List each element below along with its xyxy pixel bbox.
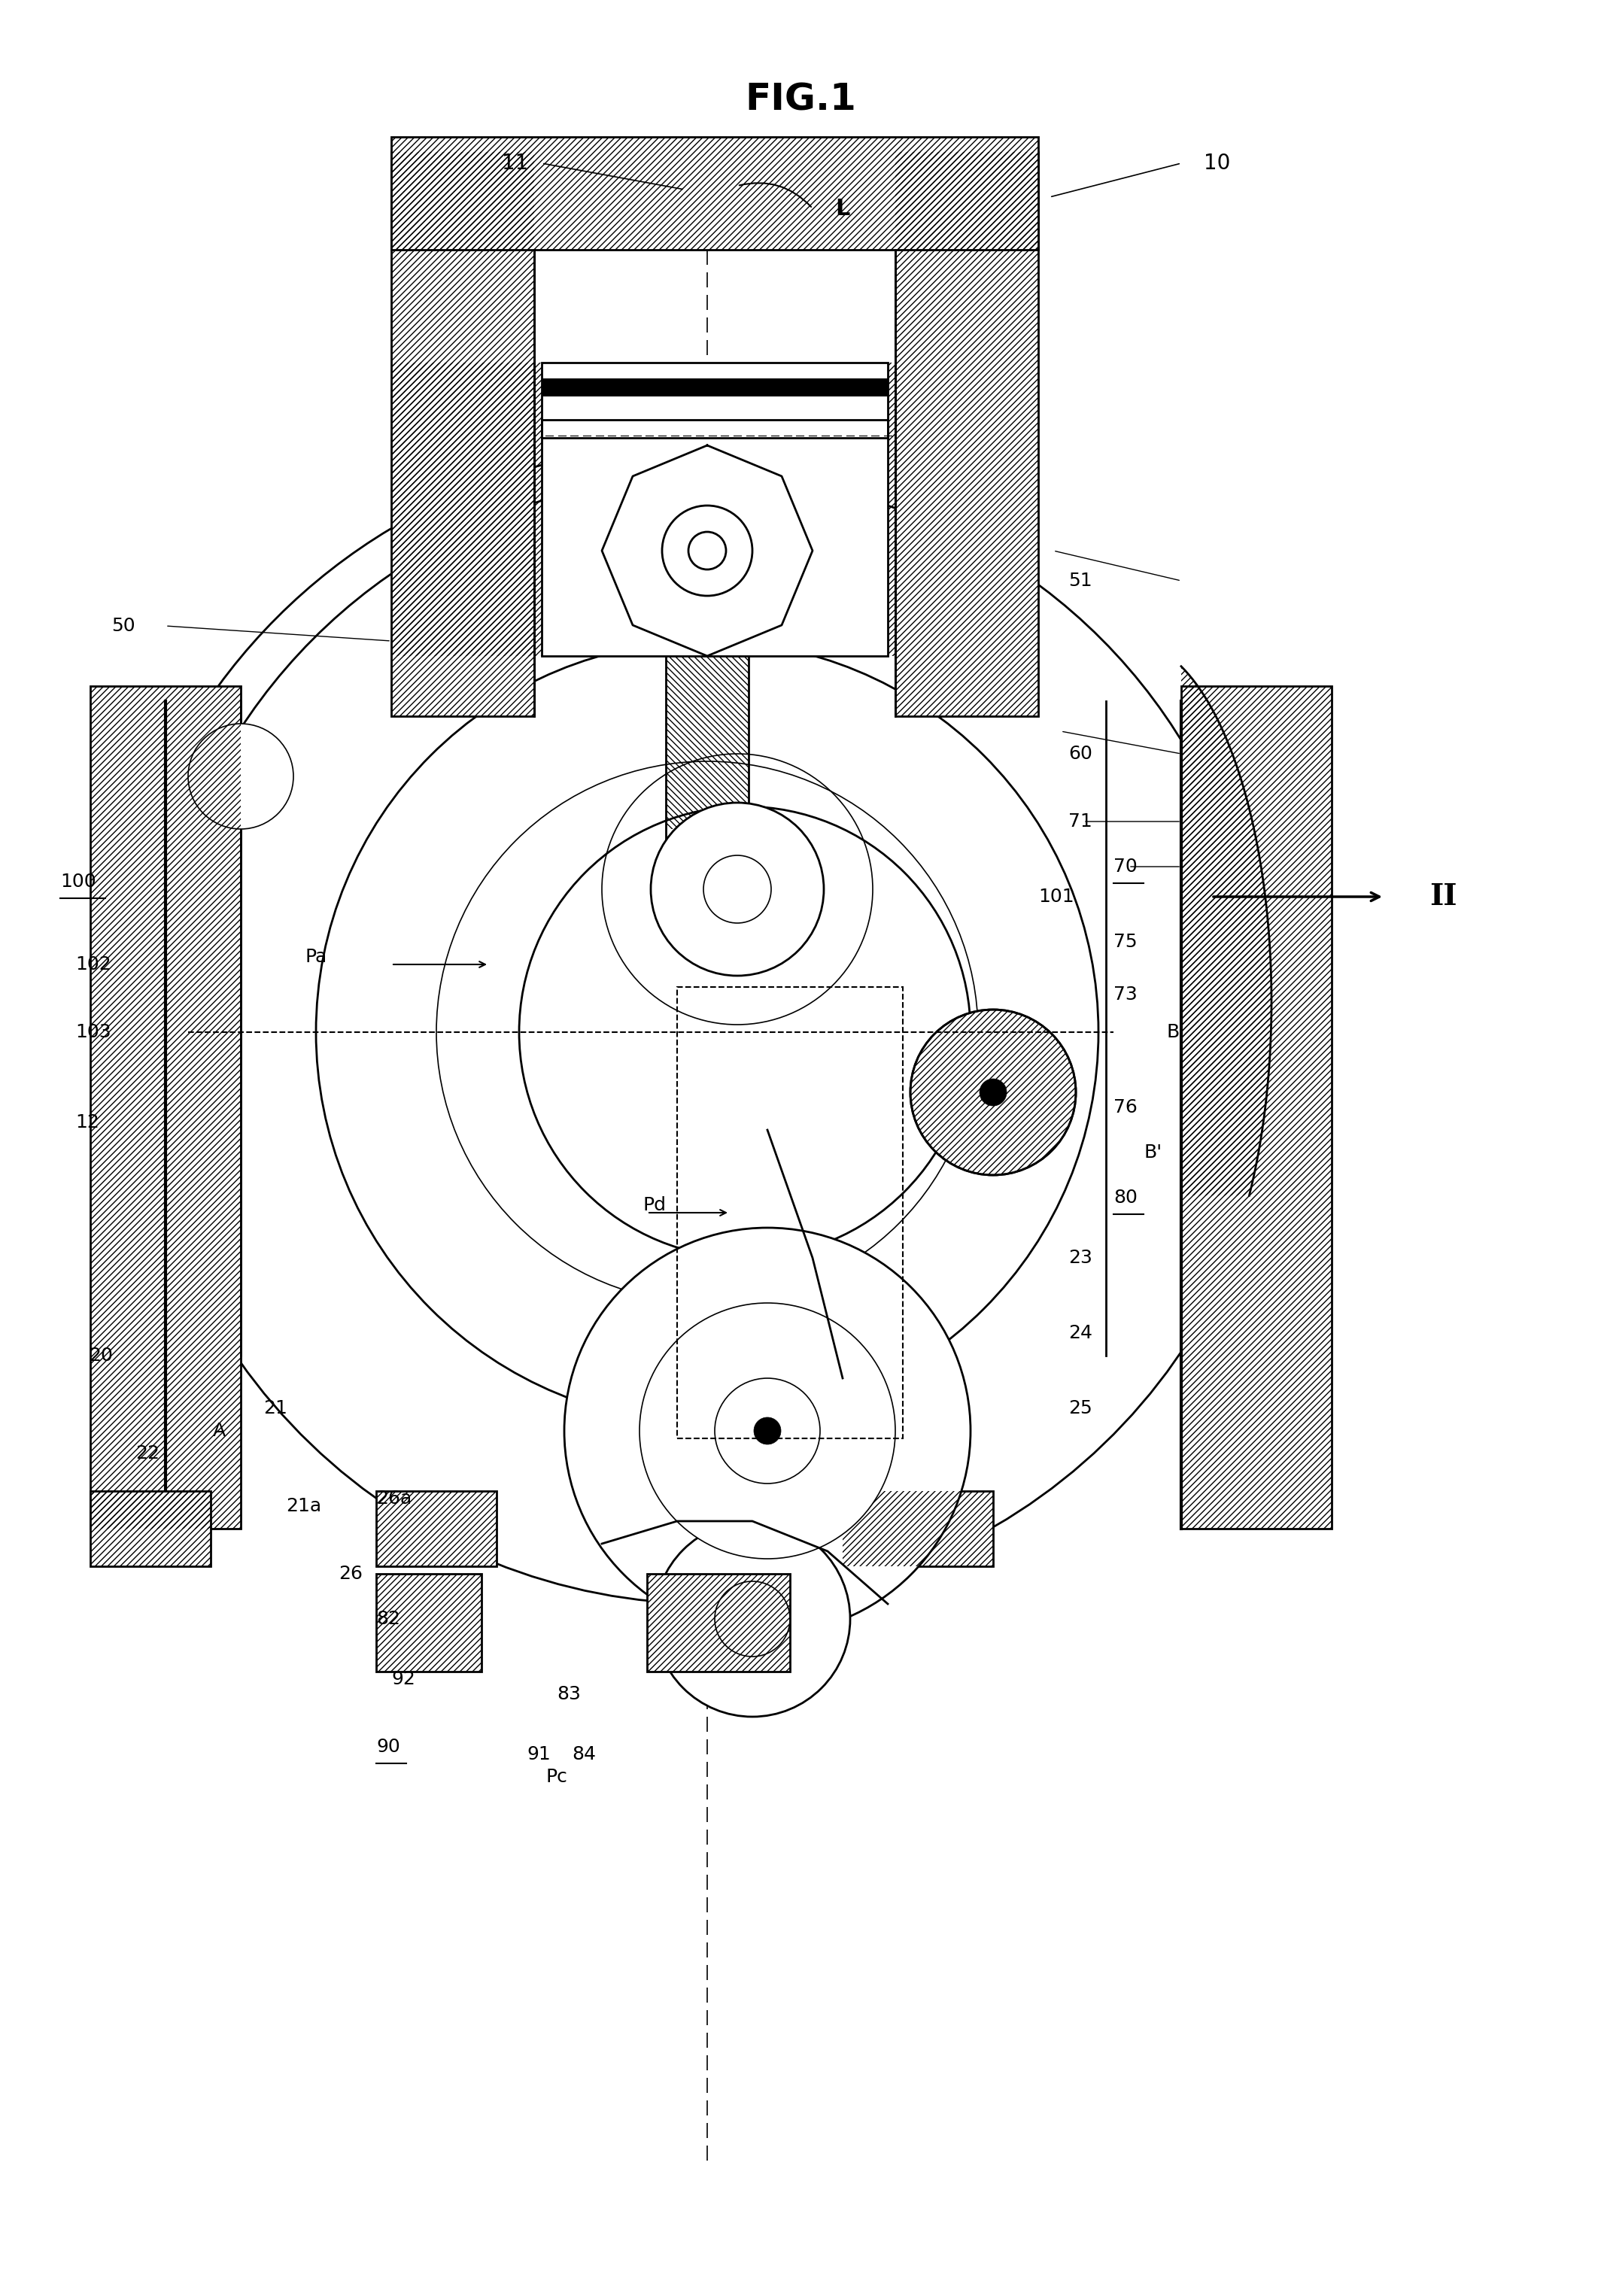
Text: 90: 90 — [376, 1738, 400, 1756]
Bar — [1182, 687, 1332, 1529]
Text: 76: 76 — [1113, 1097, 1137, 1116]
Text: 24: 24 — [1068, 1325, 1092, 1343]
Bar — [391, 138, 1037, 250]
Circle shape — [437, 762, 978, 1302]
Text: 21: 21 — [263, 1398, 287, 1417]
Text: 22: 22 — [136, 1444, 160, 1463]
Text: 84: 84 — [572, 1745, 596, 1763]
Text: 12: 12 — [75, 1114, 99, 1132]
Text: Pc: Pc — [546, 1768, 568, 1786]
Circle shape — [315, 641, 1098, 1424]
Bar — [90, 687, 240, 1529]
Text: 26a: 26a — [376, 1490, 411, 1508]
Bar — [391, 138, 1037, 250]
Text: 11: 11 — [503, 154, 528, 174]
Text: 80: 80 — [1113, 1189, 1137, 1208]
Bar — [376, 1573, 482, 1671]
Text: Pa: Pa — [304, 948, 327, 967]
Text: 23: 23 — [1068, 1249, 1092, 1267]
Text: 75: 75 — [1113, 932, 1137, 951]
Text: 25: 25 — [1068, 1398, 1092, 1417]
Text: 60: 60 — [1068, 744, 1092, 762]
Text: 51: 51 — [1068, 572, 1092, 590]
Text: 101: 101 — [1037, 889, 1074, 905]
Text: 102: 102 — [75, 955, 110, 974]
Text: 20: 20 — [90, 1348, 112, 1364]
Text: 10: 10 — [1204, 154, 1231, 174]
Bar — [376, 1573, 482, 1671]
Text: 92: 92 — [391, 1669, 415, 1688]
Text: 83: 83 — [557, 1685, 581, 1704]
Circle shape — [650, 804, 825, 976]
Text: B: B — [1166, 1024, 1178, 1040]
Text: 82: 82 — [376, 1609, 400, 1628]
Bar — [391, 152, 535, 716]
Bar — [90, 1490, 211, 1566]
Bar — [541, 420, 889, 439]
Bar — [647, 1573, 789, 1671]
Text: 103: 103 — [75, 1024, 110, 1040]
Bar — [391, 363, 541, 657]
Bar — [90, 687, 240, 1529]
Bar — [677, 987, 903, 1437]
Circle shape — [655, 1522, 850, 1717]
Text: 100: 100 — [61, 872, 96, 891]
Circle shape — [663, 505, 752, 597]
Bar — [895, 152, 1037, 716]
Text: FIG.1: FIG.1 — [744, 80, 857, 117]
Bar — [376, 1490, 496, 1566]
Bar — [889, 363, 895, 657]
Circle shape — [187, 723, 293, 829]
Circle shape — [564, 1228, 970, 1635]
Bar — [541, 363, 889, 657]
Text: Pd: Pd — [644, 1196, 666, 1215]
Text: 26: 26 — [338, 1566, 363, 1582]
Bar — [647, 1573, 789, 1671]
Text: A: A — [213, 1421, 226, 1440]
Bar — [376, 1490, 496, 1566]
Bar — [895, 152, 1037, 716]
Text: 71: 71 — [1068, 813, 1092, 831]
Circle shape — [911, 1010, 1076, 1176]
Bar — [541, 379, 889, 397]
Bar — [842, 1490, 993, 1566]
Bar — [666, 551, 749, 829]
Circle shape — [754, 1417, 781, 1444]
Text: 50: 50 — [112, 618, 136, 636]
Text: 91: 91 — [527, 1745, 551, 1763]
Text: II: II — [1430, 882, 1457, 912]
Bar — [90, 1490, 211, 1566]
Text: B': B' — [1143, 1143, 1162, 1162]
Circle shape — [639, 1302, 895, 1559]
Text: 21a: 21a — [287, 1497, 322, 1515]
Circle shape — [980, 1079, 1007, 1107]
Text: L: L — [836, 197, 850, 220]
Bar — [1182, 687, 1332, 1529]
Bar — [391, 152, 535, 716]
Bar — [842, 1490, 993, 1566]
Text: 73: 73 — [1113, 985, 1137, 1003]
Text: 70: 70 — [1113, 859, 1137, 875]
